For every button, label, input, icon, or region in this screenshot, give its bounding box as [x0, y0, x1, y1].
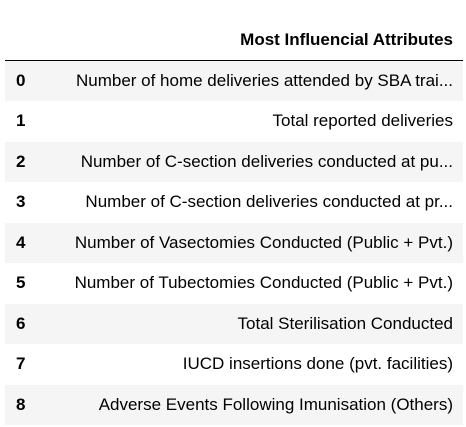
row-value: Total Sterilisation Conducted	[237, 313, 453, 333]
row-index: 6	[16, 313, 26, 333]
attributes-table: Most Influencial Attributes 0 Number of …	[5, 20, 463, 425]
row-value: IUCD insertions done (pvt. facilities)	[182, 354, 453, 374]
row-value: Number of home deliveries attended by SB…	[75, 71, 453, 90]
row-value: Number of Vasectomies Conducted (Public …	[74, 232, 453, 252]
row-index: 2	[16, 151, 26, 171]
row-value: Number of C-section deliveries conducted…	[80, 151, 453, 171]
row-value: Number of C-section deliveries conducted…	[85, 192, 453, 212]
row-index: 3	[16, 192, 26, 212]
row-index: 0	[16, 71, 26, 90]
index-column-header	[5, 20, 41, 61]
row-index: 1	[16, 111, 26, 131]
table-row: 5 Number of Tubectomies Conducted (Publi…	[5, 263, 463, 304]
table-row: 6 Total Sterilisation Conducted	[5, 303, 463, 344]
table-row: 2 Number of C-section deliveries conduct…	[5, 141, 463, 182]
table-row: 4 Number of Vasectomies Conducted (Publi…	[5, 222, 463, 263]
table-header-row: Most Influencial Attributes	[5, 20, 463, 61]
dataframe-output: Most Influencial Attributes 0 Number of …	[5, 20, 463, 425]
row-value: Number of Tubectomies Conducted (Public …	[74, 273, 453, 293]
table-row: 7 IUCD insertions done (pvt. facilities)	[5, 344, 463, 385]
row-value: Total reported deliveries	[272, 111, 453, 131]
row-index: 7	[16, 354, 26, 374]
row-index: 4	[16, 232, 26, 252]
row-value: Adverse Events Following Imunisation (Ot…	[98, 394, 453, 414]
table-row: 0 Number of home deliveries attended by …	[5, 60, 463, 101]
row-index: 8	[16, 394, 26, 414]
row-index: 5	[16, 273, 26, 293]
table-row: 1 Total reported deliveries	[5, 101, 463, 142]
column-header-most-influencial-attributes: Most Influencial Attributes	[240, 30, 453, 49]
table-row: 3 Number of C-section deliveries conduct…	[5, 182, 463, 223]
table-row: 8 Adverse Events Following Imunisation (…	[5, 384, 463, 425]
